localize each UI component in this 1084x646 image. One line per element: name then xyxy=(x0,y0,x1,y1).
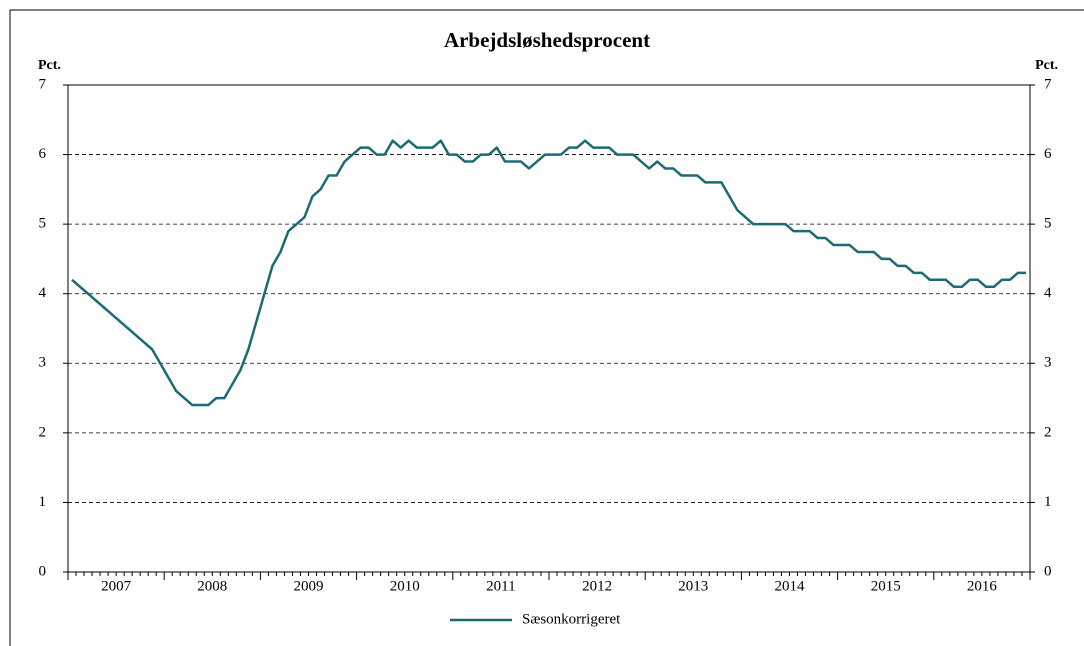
x-tick-label: 2015 xyxy=(871,578,901,594)
y-tick-label: 0 xyxy=(39,563,47,579)
y-tick-label: 4 xyxy=(39,285,47,301)
legend-label: Sæsonkorrigeret xyxy=(522,611,621,627)
y-tick-label: 6 xyxy=(39,146,47,162)
x-tick-label: 2013 xyxy=(678,578,708,594)
x-tick-label: 2008 xyxy=(197,578,227,594)
y2-tick-label: 0 xyxy=(1044,563,1052,579)
y2-tick-label: 2 xyxy=(1044,424,1052,440)
y2-axis-label: Pct. xyxy=(1035,58,1058,73)
y-tick-label: 7 xyxy=(39,76,47,92)
x-tick-label: 2016 xyxy=(967,578,998,594)
x-tick-label: 2012 xyxy=(582,578,612,594)
x-tick-label: 2007 xyxy=(101,578,132,594)
x-tick-label: 2014 xyxy=(775,578,806,594)
y2-tick-label: 7 xyxy=(1044,76,1052,92)
x-tick-label: 2011 xyxy=(486,578,515,594)
y-tick-label: 2 xyxy=(39,424,47,440)
x-tick-label: 2009 xyxy=(294,578,324,594)
y-tick-label: 3 xyxy=(39,355,47,371)
y-tick-label: 1 xyxy=(39,494,47,510)
data-line xyxy=(71,139,1026,407)
y-tick-label: 5 xyxy=(39,216,47,232)
x-tick-label: 2010 xyxy=(390,578,420,594)
y-axis-label: Pct. xyxy=(38,58,61,73)
y2-tick-label: 3 xyxy=(1044,355,1052,371)
y2-tick-label: 1 xyxy=(1044,494,1052,510)
y2-tick-label: 4 xyxy=(1044,285,1052,301)
y2-tick-label: 6 xyxy=(1044,146,1052,162)
y2-tick-label: 5 xyxy=(1044,216,1052,232)
chart-title: Arbejdsløshedsprocent xyxy=(444,28,650,52)
